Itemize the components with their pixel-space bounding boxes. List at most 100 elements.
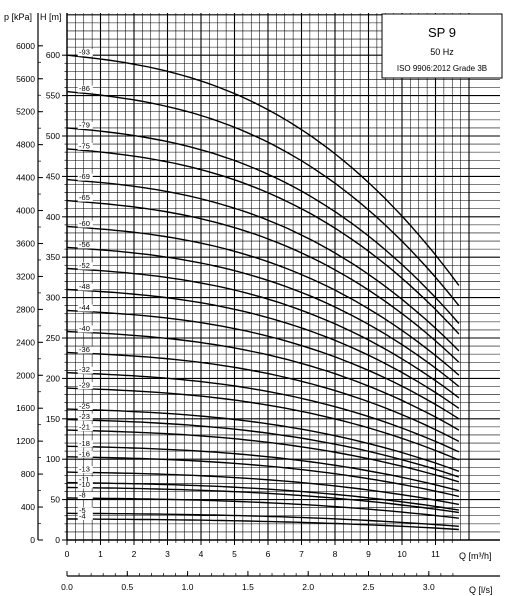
- h-axis-tick-label: 250: [46, 333, 60, 343]
- chart-subtitle: 50 Hz: [430, 47, 454, 57]
- h-axis-tick-label: 0: [55, 535, 60, 545]
- pump-curve: [66, 148, 460, 335]
- p-axis-tick-label: 5600: [16, 74, 35, 84]
- curve-label: -11: [79, 475, 89, 484]
- pump-curve: [66, 54, 460, 286]
- h-axis-tick-label: 150: [46, 414, 60, 424]
- curve-label: -29: [79, 381, 90, 390]
- p-axis-tick-label: 4800: [16, 140, 35, 150]
- curve-label-background: [77, 403, 93, 411]
- h-axis-tick-label: 600: [46, 50, 60, 60]
- curve-label: -48: [79, 282, 90, 291]
- q-axis-unit-label: Q [m³/h]: [459, 551, 492, 561]
- pump-curve: [66, 429, 460, 483]
- pump-curve: [66, 178, 460, 352]
- curve-label: -69: [79, 172, 90, 181]
- curve-label-background: [77, 304, 93, 312]
- h-axis-unit-label: H [m]: [40, 12, 62, 22]
- q-axis-tick-label: 2: [132, 549, 137, 559]
- p-axis-tick-label: 4000: [16, 206, 35, 216]
- p-axis-tick-label: 400: [21, 502, 35, 512]
- h-axis-tick-label: 100: [46, 454, 60, 464]
- pump-curve: [66, 309, 460, 420]
- pump-curves: -93 -86 -79 -75 -69 -65 -60 -56 -52 -48 -44 -40 -36 -…: [66, 48, 460, 531]
- curve-label-background: [77, 346, 93, 354]
- curve-label-background: [77, 85, 93, 93]
- q2-axis-tick-label: 0.0: [61, 582, 73, 592]
- curve-label: -16: [79, 449, 90, 458]
- curve-label: -21: [79, 423, 90, 432]
- q-axis-tick-label: 11: [431, 549, 440, 559]
- q-axis-tick-label: 5: [232, 549, 237, 559]
- curve-label-background: [77, 283, 93, 291]
- pump-curve: [66, 127, 460, 324]
- curve-label: -10: [79, 480, 90, 489]
- curve-label-background: [77, 491, 93, 499]
- chart-title: SP 9: [428, 25, 456, 40]
- curve-label-background: [77, 507, 93, 515]
- chart-standard: ISO 9906:2012 Grade 3B: [397, 64, 487, 73]
- p-axis-tick-label: 1600: [16, 403, 35, 413]
- curve-label-background: [77, 424, 93, 432]
- curve-label: -5: [79, 506, 86, 515]
- h-axis-tick-label: 500: [46, 131, 60, 141]
- pump-curve: [66, 445, 460, 492]
- curve-label: -18: [79, 439, 90, 448]
- curve-label-background: [77, 440, 93, 448]
- curve-label-background: [77, 220, 93, 228]
- curve-label: -40: [79, 324, 90, 333]
- pump-curve: [66, 288, 460, 409]
- curve-label: -36: [79, 345, 90, 354]
- pump-curve: [66, 481, 460, 511]
- q-axis-tick-label: 3: [165, 549, 170, 559]
- p-axis-tick-label: 5200: [16, 107, 35, 117]
- curve-label-background: [77, 466, 93, 474]
- curve-label-background: [77, 173, 93, 181]
- curve-label: -56: [79, 240, 90, 249]
- pump-curve: [66, 246, 460, 388]
- pump-curve: [66, 512, 459, 527]
- pump-curve: [66, 456, 460, 498]
- curve-label-background: [77, 481, 93, 489]
- q-axis-tick-label: 0: [65, 549, 70, 559]
- curve-label-background: [77, 512, 93, 520]
- q2-axis-tick-label: 1.0: [182, 582, 194, 592]
- p-axis-tick-label: 2800: [16, 304, 35, 314]
- p-axis-tick-label: 2400: [16, 337, 35, 347]
- pump-curve: [66, 408, 460, 472]
- q-axis-tick-label: 1: [98, 549, 103, 559]
- axis-unit-labels: p [kPa] H [m] Q [m³/h] Q [l/s]: [4, 12, 493, 595]
- pump-curve: [66, 267, 460, 399]
- curve-label-background: [77, 413, 93, 421]
- h-axis-tick-label: 300: [46, 293, 60, 303]
- q-axis-tick-label: 4: [199, 549, 204, 559]
- curve-label-background: [77, 325, 93, 333]
- curve-label: -79: [79, 120, 90, 129]
- curve-label: -44: [79, 303, 90, 312]
- curve-label-background: [77, 49, 93, 57]
- curve-label: -4: [79, 511, 86, 520]
- q2-axis-unit-label: Q [l/s]: [469, 585, 493, 595]
- curve-label-background: [77, 366, 93, 374]
- pump-curve: [66, 351, 460, 443]
- curve-label: -75: [79, 141, 90, 150]
- h-axis-tick-label: 450: [46, 171, 60, 181]
- q-axis-tick-label: 7: [299, 549, 304, 559]
- curve-label-background: [77, 382, 93, 390]
- h-axis-tick-label: 400: [46, 212, 60, 222]
- pump-curve: [66, 486, 460, 514]
- curve-label-background: [77, 142, 93, 150]
- pump-curve: [66, 199, 460, 363]
- curve-label: -86: [79, 84, 90, 93]
- q2-axis-tick-label: 0.5: [121, 582, 133, 592]
- curve-label-background: [77, 241, 93, 249]
- p-axis-tick-label: 1200: [16, 436, 35, 446]
- chart-title-box: SP 9 50 Hz ISO 9906:2012 Grade 3B: [381, 13, 503, 79]
- curve-label-background: [77, 194, 93, 202]
- h-axis-tick-label: 50: [51, 495, 61, 505]
- curve-label: -60: [79, 219, 90, 228]
- curve-label: -8: [79, 490, 86, 499]
- curve-label: -23: [79, 412, 90, 421]
- pump-curve: [66, 497, 459, 519]
- q-axis-tick-label: 6: [266, 549, 271, 559]
